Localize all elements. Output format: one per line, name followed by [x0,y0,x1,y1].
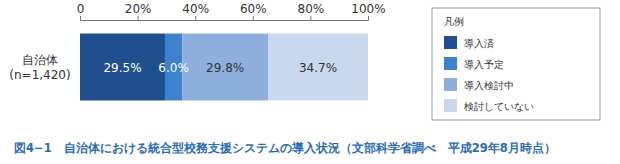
x-tick-mark [195,16,196,20]
x-tick: 40% [182,2,209,20]
x-tick-label: 20% [125,2,152,16]
x-tick-mark [368,16,369,20]
x-tick-label: 80% [298,2,325,16]
legend-label: 導入検討中 [464,80,514,91]
x-tick-mark [80,16,81,20]
x-tick-label: 60% [240,2,267,16]
bars [80,34,368,101]
legend-title: 凡例 [444,16,464,27]
legend-label: 検討していない [464,101,534,112]
legend: 凡例導入済導入予定導入検討中検討していない [432,8,600,120]
data-label: 6.0% [158,61,189,75]
x-axis-line [81,16,369,21]
y-tick-label: 自治体(n=1,420) [9,53,70,82]
title: 図4−1 自治体における統合型校務支援システムの導入状況（文部科学省調べ 平成2… [14,141,556,155]
x-tick-label: 40% [182,2,209,16]
x-tick: 0 [77,2,85,20]
legend-label: 導入済 [464,38,494,49]
x-tick-mark [253,16,254,20]
x-tick: 80% [298,2,325,20]
x-tick-mark [310,16,311,20]
x-tick: 60% [240,2,267,20]
x-tick-mark [138,16,139,20]
x-tick: 100% [351,2,385,20]
x-tick: 20% [125,2,152,20]
legend-swatch [444,78,457,91]
x-tick-label: 0 [77,2,85,16]
x-axis: 0 20% 40% 60% 80% 100% [77,2,386,21]
chart: 020%40%60%80%100%自治体(n=1,420)29.5%6.0%29… [0,0,620,164]
legend-swatch [444,57,457,70]
legend-swatch [444,99,457,112]
bar-segment [80,34,165,101]
data-label: 34.7% [299,61,337,75]
bar-segment [268,34,368,101]
x-tick-label: 100% [351,2,385,16]
legend-label: 導入予定 [464,59,504,70]
data-label: 29.8% [206,61,244,75]
legend-box [432,8,600,120]
legend-swatch [444,36,457,49]
data-label: 29.5% [103,61,141,75]
bar-segment [182,34,268,101]
data-labels: 29.5% 6.0% 29.8% 34.7% [103,61,337,75]
